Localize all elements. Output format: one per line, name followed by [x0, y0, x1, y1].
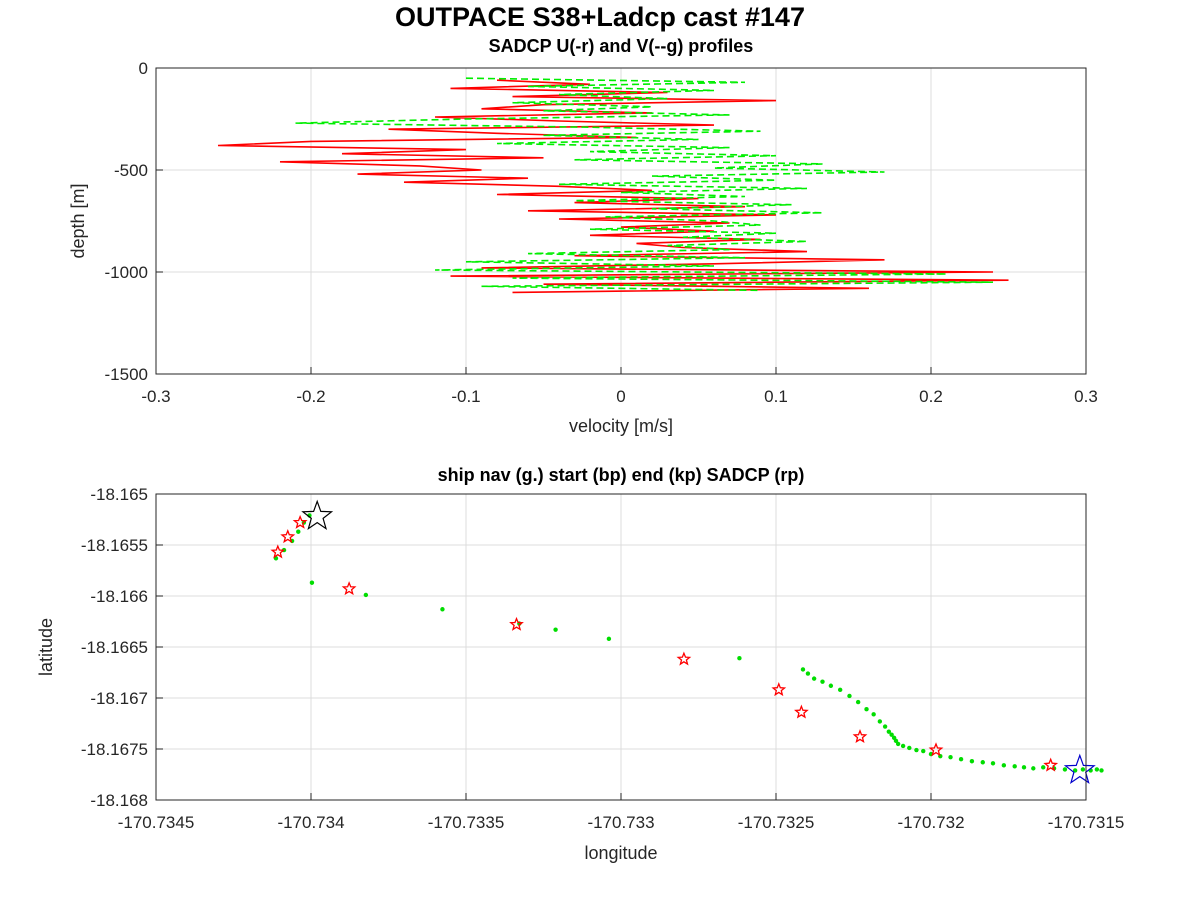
- ship-nav-point: [864, 707, 869, 712]
- ship-nav-point: [1021, 765, 1027, 770]
- nav-ytick-label: -18.1665: [81, 638, 148, 657]
- nav-xtick-label: -170.733: [587, 813, 654, 832]
- ship-nav-point: [877, 719, 883, 724]
- profile-ytick-label: -1000: [105, 263, 148, 282]
- sadcp-star-marker: [771, 681, 787, 697]
- ship-nav-point: [895, 741, 901, 747]
- nav-ytick-label: -18.165: [90, 485, 148, 504]
- ship-nav-point: [805, 671, 811, 676]
- ship-nav-point: [969, 759, 975, 764]
- ship-nav-point: [837, 687, 843, 693]
- ship-nav-point: [907, 745, 912, 751]
- sadcp-star-marker: [509, 616, 524, 631]
- profile-xtick-label: 0: [616, 387, 625, 406]
- ship-nav-point: [1080, 767, 1086, 772]
- ship-nav-point: [980, 760, 985, 765]
- profile-tick-labels: -0.3 -0.2 -0.1 0 0.1 0.2 0.3 0 -500 -1000 -1500: [105, 59, 1098, 406]
- profile-xtick-label: -0.2: [296, 387, 325, 406]
- ship-nav-point: [811, 676, 817, 681]
- ship-nav-point: [855, 699, 861, 705]
- ship-nav-point: [800, 667, 806, 672]
- ship-nav-point: [606, 636, 612, 642]
- ship-nav-point: [990, 761, 996, 766]
- sadcp-star-marker: [928, 742, 944, 757]
- ship-nav-point: [1031, 766, 1036, 771]
- profile-ylabel: depth [m]: [68, 183, 88, 258]
- nav-ylabel: latitude: [36, 618, 56, 676]
- ship-nav-point: [889, 732, 894, 737]
- ship-nav-point: [886, 729, 892, 734]
- profile-series: [217, 77, 1009, 294]
- ship-nav-point: [900, 743, 906, 749]
- ship-nav-point: [363, 592, 369, 598]
- ship-nav-point: [1041, 765, 1046, 770]
- nav-ytick-label: -18.1655: [81, 536, 148, 555]
- nav-xtick-label: -170.732: [897, 813, 964, 832]
- ship-nav-point: [893, 738, 899, 744]
- profile-xtick-label: 0.1: [764, 387, 788, 406]
- nav-xtick-label: -170.7325: [738, 813, 815, 832]
- ship-nav-point: [737, 656, 742, 661]
- profile-xtick-label: 0.3: [1074, 387, 1098, 406]
- nav-xlabel: longitude: [584, 843, 657, 863]
- nav-ytick-label: -18.166: [90, 587, 148, 606]
- nav-ytick-label: -18.1675: [81, 740, 148, 759]
- start-star-marker: [301, 499, 334, 531]
- sadcp-star-marker: [794, 704, 809, 719]
- sadcp-star-marker: [676, 651, 692, 666]
- ship-nav-point: [820, 679, 825, 684]
- ship-nav-point: [1094, 767, 1100, 772]
- profile-panel: -0.3 -0.2 -0.1 0 0.1 0.2 0.3 0 -500 -1000 -1500 SA…: [68, 36, 1098, 436]
- profile-ytick-label: -1500: [105, 365, 148, 384]
- sadcp-star-marker: [341, 581, 357, 596]
- nav-ytick-label: -18.168: [90, 791, 148, 810]
- sadcp-star-marker: [1043, 757, 1059, 772]
- profile-xtick-label: -0.3: [141, 387, 170, 406]
- profile-ytick-label: -500: [114, 161, 148, 180]
- ship-nav-point: [948, 754, 953, 760]
- ship-nav-point: [1012, 764, 1017, 769]
- nav-xtick-label: -170.734: [277, 813, 344, 832]
- ship-nav-point: [1062, 767, 1068, 772]
- ship-nav-point: [828, 683, 834, 688]
- ship-nav-point: [440, 607, 445, 612]
- ship-nav-point: [553, 627, 558, 632]
- sadcp-star-marker: [270, 544, 286, 559]
- nav-tick-labels: -170.7345 -170.734 -170.7335 -170.733 -170.7…: [81, 485, 1124, 832]
- ship-nav-point: [871, 712, 876, 717]
- end-star-marker: [1063, 753, 1096, 785]
- nav-panel: -170.7345 -170.734 -170.7335 -170.733 -170.7…: [36, 465, 1124, 863]
- nav-title: ship nav (g.) start (bp) end (kp) SADCP …: [438, 465, 805, 485]
- ship-nav-point: [958, 757, 964, 762]
- nav-xtick-label: -170.7345: [118, 813, 195, 832]
- ship-nav-point: [309, 580, 315, 585]
- ship-nav-point: [847, 693, 852, 699]
- nav-series: [270, 499, 1104, 785]
- v-velocity-line: [295, 77, 994, 292]
- ship-nav-point: [921, 748, 926, 754]
- ship-nav-point: [1099, 768, 1104, 773]
- sadcp-star-marker: [280, 529, 296, 544]
- nav-xtick-label: -170.7335: [428, 813, 505, 832]
- ship-nav-point: [1001, 763, 1007, 768]
- ship-nav-point: [882, 724, 888, 729]
- profile-xlabel: velocity [m/s]: [569, 416, 673, 436]
- ship-nav-point: [296, 529, 301, 534]
- nav-ytick-label: -18.167: [90, 689, 148, 708]
- sadcp-star-marker: [292, 514, 308, 529]
- ship-nav-point: [1072, 768, 1078, 773]
- ship-nav-point: [914, 747, 919, 753]
- profile-title: SADCP U(-r) and V(--g) profiles: [489, 36, 754, 56]
- profile-ytick-label: 0: [139, 59, 148, 78]
- figure-title: OUTPACE S38+Ladcp cast #147: [395, 2, 805, 32]
- nav-xtick-label: -170.7315: [1048, 813, 1125, 832]
- profile-xtick-label: 0.2: [919, 387, 943, 406]
- profile-xtick-label: -0.1: [451, 387, 480, 406]
- sadcp-star-marker: [852, 728, 868, 744]
